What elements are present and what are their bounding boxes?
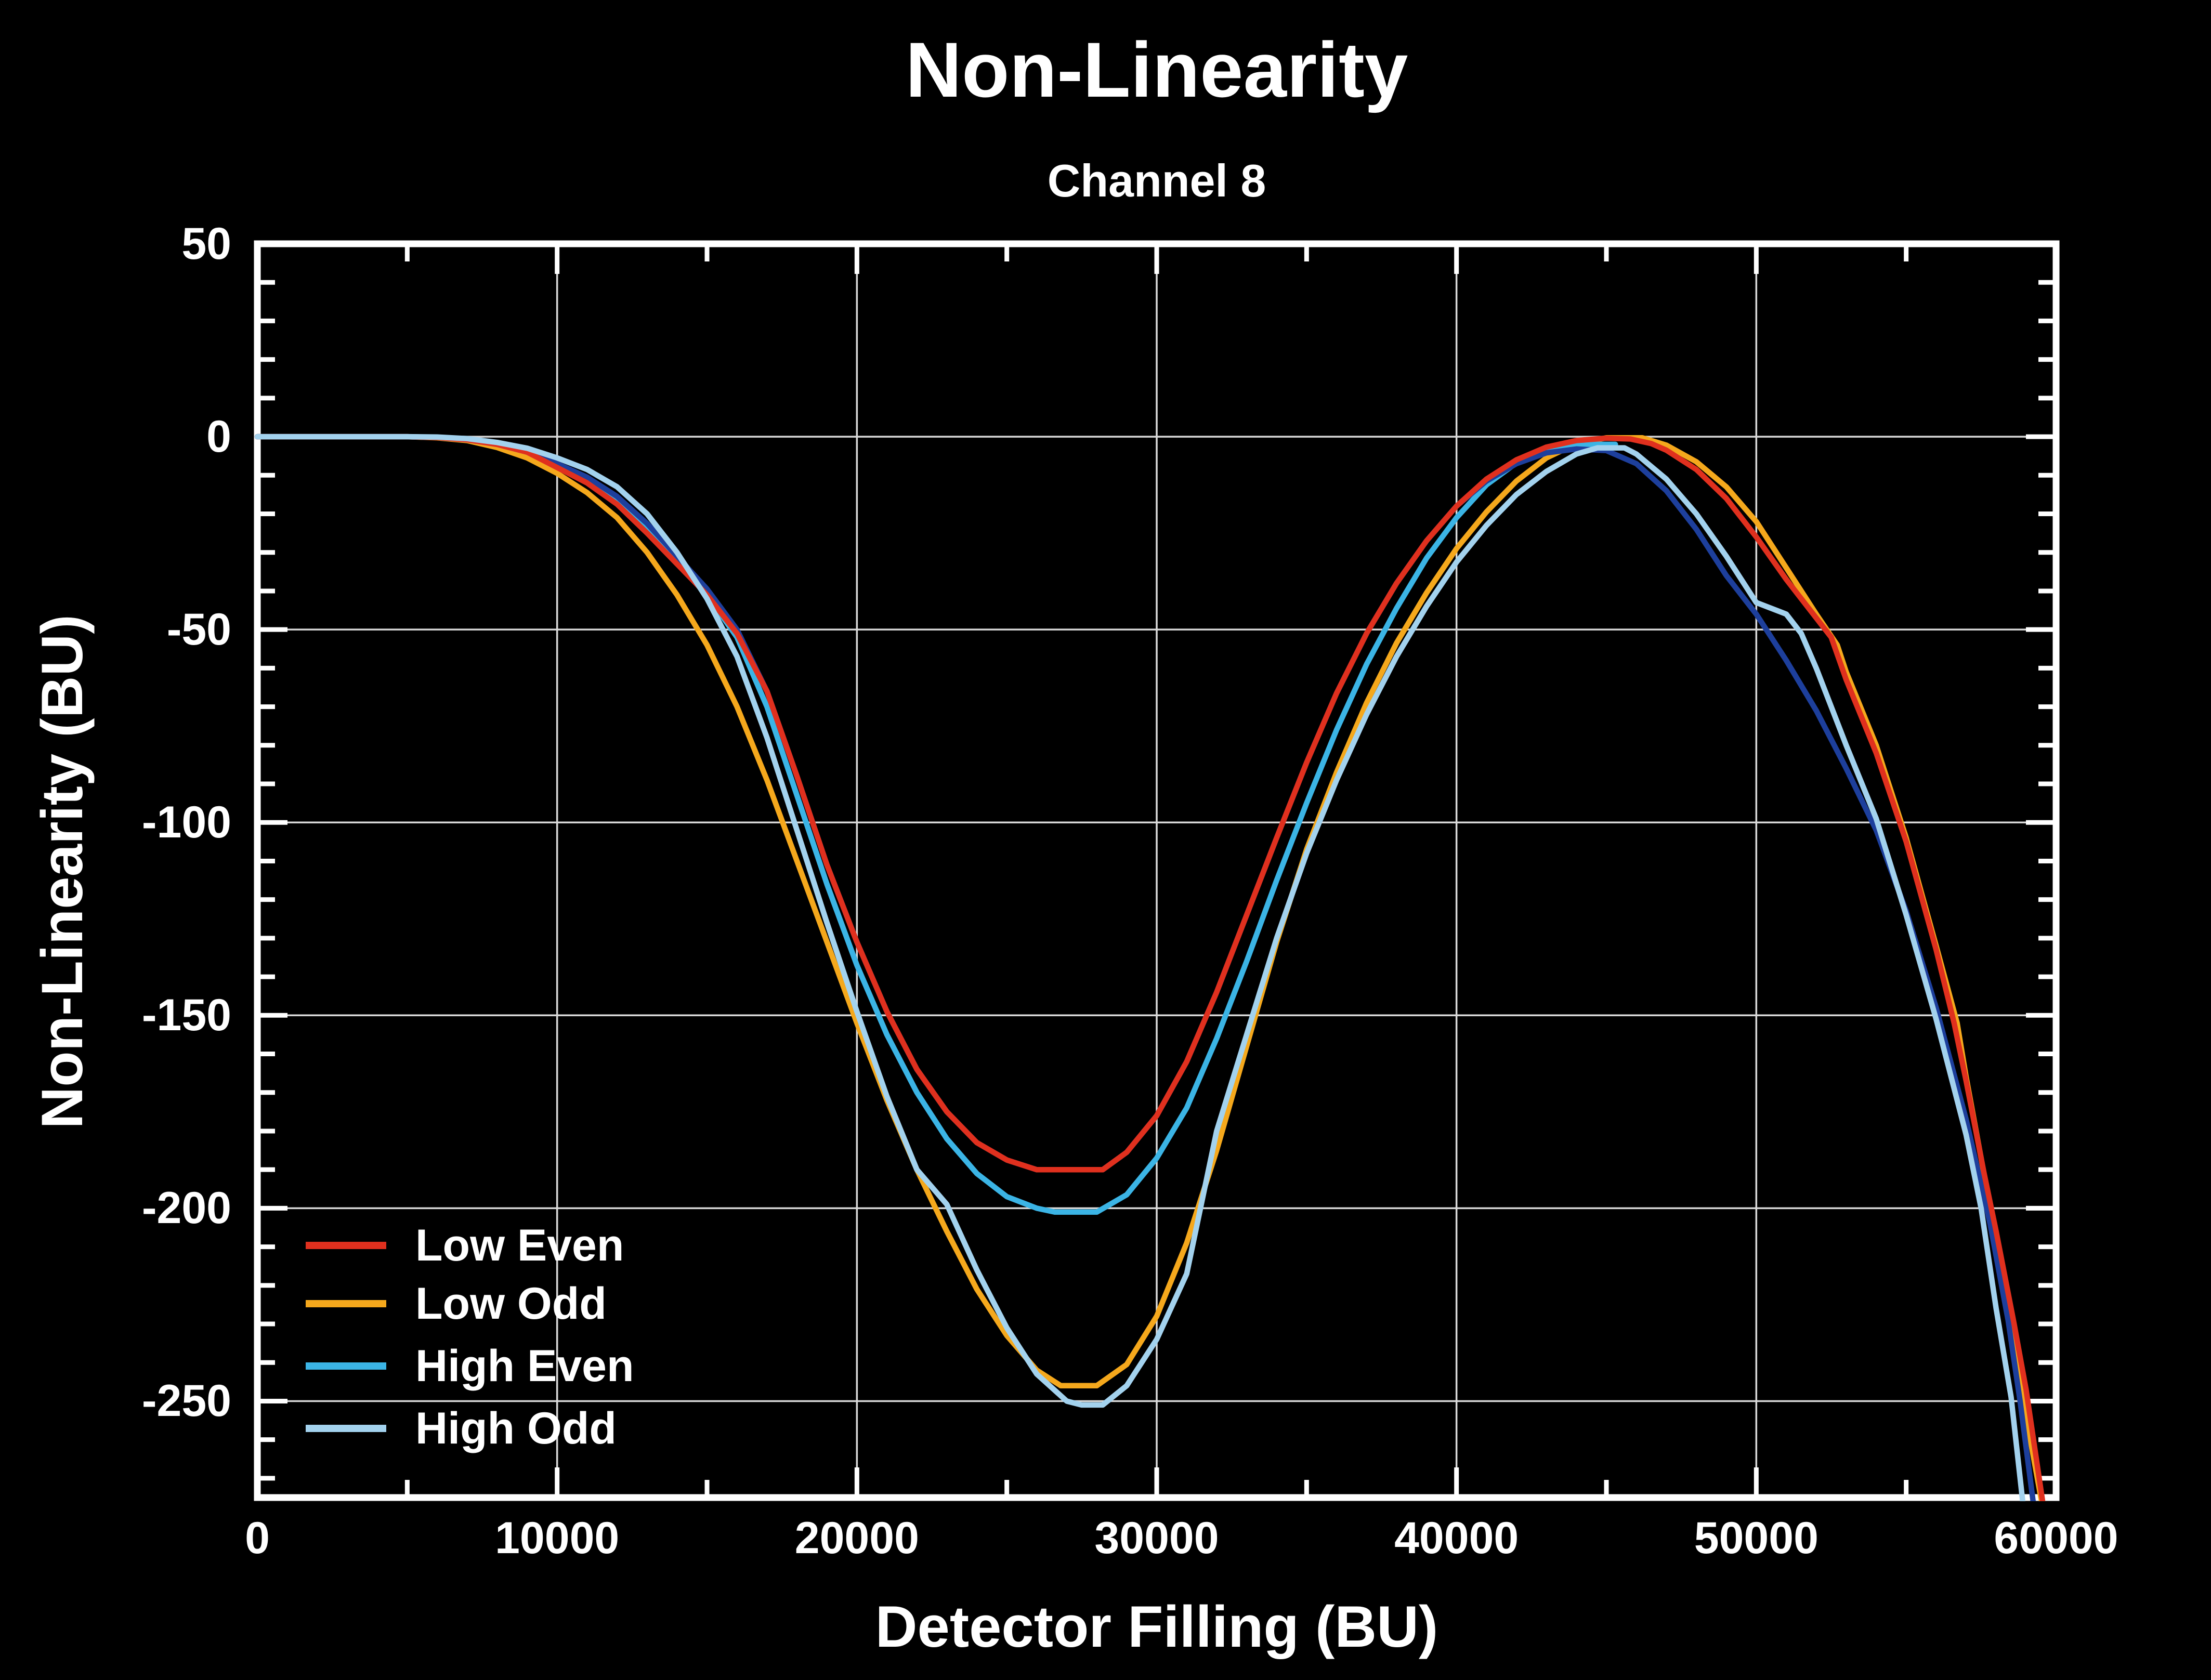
x-tick-label: 40000: [1394, 1513, 1519, 1563]
grid-lines: [257, 244, 2056, 1498]
y-tick-label: -100: [141, 797, 231, 848]
plot-frame: [254, 240, 2060, 1501]
legend-item-high-odd: High Odd: [306, 1402, 617, 1454]
legend-label: Low Even: [415, 1220, 624, 1270]
x-tick-label: 10000: [495, 1513, 620, 1563]
legend-item-low-even: Low Even: [306, 1219, 624, 1271]
x-axis-label: Detector Filling (BU): [875, 1594, 1438, 1659]
legend-swatch-low-odd: [306, 1300, 386, 1307]
curve-low-even: [254, 434, 2046, 1501]
x-tick-label: 60000: [1994, 1513, 2118, 1563]
x-tick-label: 50000: [1694, 1513, 1818, 1563]
y-tick-label: 0: [206, 412, 231, 462]
x-tick-label: 20000: [794, 1513, 919, 1563]
y-tick-label: 50: [181, 219, 231, 269]
curve-high-odd: [254, 434, 2026, 1501]
y-tick-label: -250: [141, 1376, 231, 1426]
chart-subtitle: Channel 8: [1047, 155, 1266, 206]
legend-label: High Odd: [415, 1403, 617, 1453]
x-tick-label: 30000: [1094, 1513, 1219, 1563]
chart-title: Non-Linearity: [905, 26, 1408, 113]
y-tick-label: -150: [141, 990, 231, 1041]
legend-swatch-low-even: [306, 1242, 386, 1249]
legend-swatch-high-odd: [306, 1425, 386, 1432]
legend-label: High Even: [415, 1341, 634, 1391]
y-tick-label: -200: [141, 1183, 231, 1233]
y-tick-label: -50: [166, 605, 231, 655]
legend-item-high-even: High Even: [306, 1340, 634, 1392]
legend-item-low-odd: Low Odd: [306, 1278, 607, 1330]
legend-swatch-high-even: [306, 1362, 386, 1370]
legend-label: Low Odd: [415, 1279, 607, 1329]
x-tick-label: 0: [245, 1513, 270, 1563]
data-curves: [254, 434, 2046, 1501]
